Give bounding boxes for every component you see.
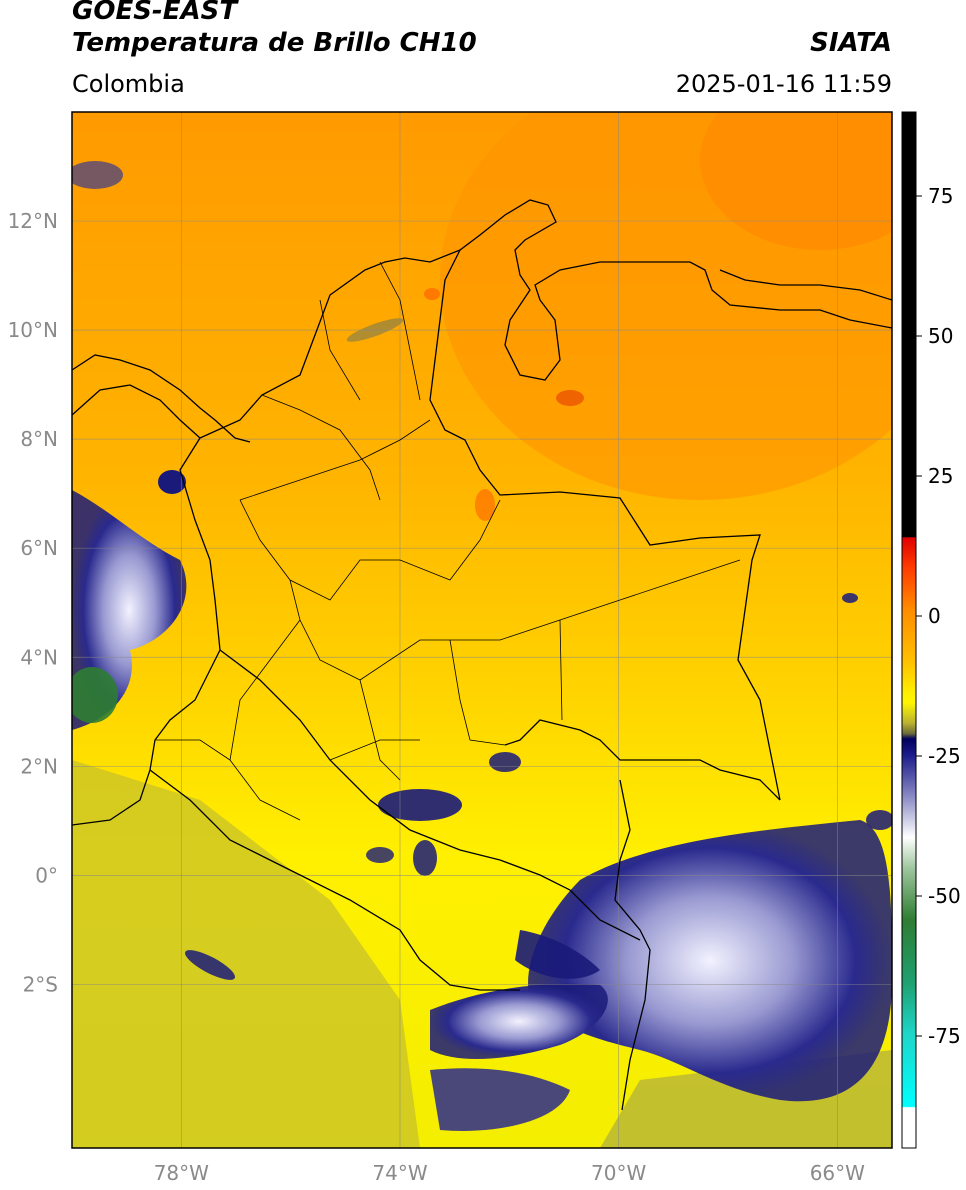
department-lines (155, 261, 741, 821)
panama-south-coast (72, 384, 201, 439)
satellite-title: GOES-EAST (72, 0, 238, 26)
colorbar-ticks: 75 50 25 0 -25 -50 -75 (916, 184, 961, 1048)
lat-tick-label: 0° (35, 863, 58, 887)
lat-tick-label: 2°N (20, 754, 58, 778)
panama-coast (72, 354, 251, 443)
department-boundaries (155, 261, 741, 821)
colombia-brazil-border (504, 719, 781, 801)
caribbean-coastline (199, 199, 892, 439)
colorbar-tick-label: -50 (928, 884, 961, 908)
boundaries (72, 199, 892, 1111)
colorbar-tick-label: 25 (928, 464, 953, 488)
colorbar-tick-label: 50 (928, 324, 953, 348)
brightness-temperature-field (72, 112, 892, 1148)
ecuador-peru-border (149, 769, 520, 991)
colorbar-tick-label: -25 (928, 744, 961, 768)
map-gridlines (72, 112, 892, 1148)
map-frame (71, 111, 893, 1149)
lat-tick-label: 12°N (8, 209, 58, 233)
timestamp-label: 2025-01-16 11:59 (675, 70, 892, 98)
product-title: Temperatura de Brillo CH10 (72, 28, 477, 58)
lat-tick-label: 6°N (20, 536, 58, 560)
lat-tick-label: 2°S (23, 972, 58, 996)
region-label: Colombia (72, 70, 185, 98)
lat-tick-label: 10°N (8, 318, 58, 342)
latitude-labels: 12°N 10°N 8°N 6°N 4°N 2°N 0° 2°S (8, 209, 58, 996)
colorbar-tick-label: 75 (928, 184, 953, 208)
pacific-coastline (72, 437, 221, 826)
lat-tick-label: 8°N (20, 427, 58, 451)
lon-tick-label: 66°W (810, 1161, 865, 1185)
colorbar-tick-label: 0 (928, 604, 941, 628)
organization-label: SIATA (810, 28, 892, 58)
putumayo-border (219, 649, 641, 941)
lon-tick-label: 70°W (591, 1161, 646, 1185)
colorbar-tick-label: -75 (928, 1024, 961, 1048)
lon-tick-label: 78°W (154, 1161, 209, 1185)
colombia-venezuela-border (429, 249, 781, 801)
venezuela-coast (719, 269, 892, 301)
southern-border (614, 779, 651, 1111)
longitude-labels: 78°W 74°W 70°W 66°W (154, 1161, 865, 1185)
lon-tick-label: 74°W (372, 1161, 427, 1185)
colorbar (901, 111, 917, 1149)
lat-tick-label: 4°N (20, 645, 58, 669)
